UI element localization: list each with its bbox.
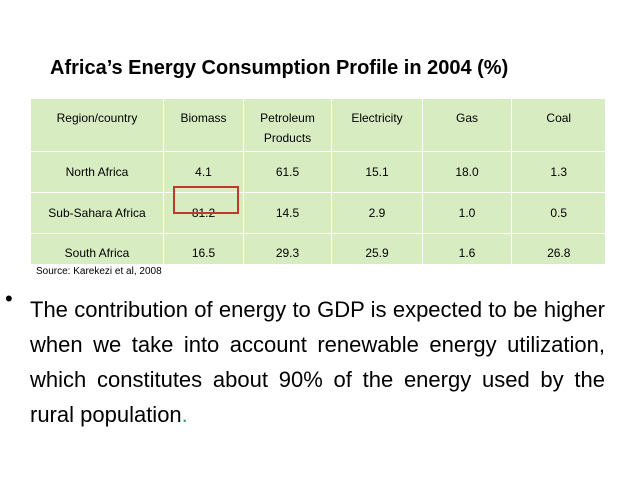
bullet-text: The contribution of energy to GDP is exp…	[30, 297, 605, 427]
header-electricity: Electricity	[331, 99, 423, 152]
cell-gas: 1.0	[422, 192, 512, 234]
cell-electricity: 2.9	[331, 192, 423, 234]
slide-title: Africa’s Energy Consumption Profile in 2…	[50, 57, 509, 79]
cell-region: South Africa	[30, 233, 164, 273]
highlight-box	[173, 186, 239, 214]
table-row: South Africa 16.5 29.3 25.9 1.6 26.8	[30, 233, 606, 273]
cell-coal: 0.5	[511, 192, 606, 234]
cell-gas: 18.0	[422, 151, 512, 193]
cell-region: Sub-Sahara Africa	[30, 192, 164, 234]
energy-table-container: Region/country Biomass Petroleum Product…	[30, 99, 606, 273]
cell-coal: 1.3	[511, 151, 606, 193]
header-petroleum: Petroleum Products	[243, 99, 332, 152]
source-note: Source: Karekezi et al, 2008	[36, 266, 162, 277]
cell-region: North Africa	[30, 151, 164, 193]
cell-petroleum: 61.5	[243, 151, 332, 193]
table-row: North Africa 4.1 61.5 15.1 18.0 1.3	[30, 151, 606, 193]
header-region: Region/country	[30, 99, 164, 152]
cell-petroleum: 14.5	[243, 192, 332, 234]
cell-electricity: 15.1	[331, 151, 423, 193]
table-row: Sub-Sahara Africa 81.2 14.5 2.9 1.0 0.5	[30, 192, 606, 234]
header-gas: Gas	[422, 99, 512, 152]
bullet-period: .	[181, 402, 188, 427]
cell-petroleum: 29.3	[243, 233, 332, 273]
header-coal: Coal	[511, 99, 606, 152]
cell-coal: 26.8	[511, 233, 606, 273]
cell-gas: 1.6	[422, 233, 512, 273]
bullet-paragraph: The contribution of energy to GDP is exp…	[30, 292, 605, 432]
bullet-marker: •	[5, 286, 13, 311]
energy-table: Region/country Biomass Petroleum Product…	[30, 99, 606, 273]
header-biomass: Biomass	[163, 99, 244, 152]
table-header-row: Region/country Biomass Petroleum Product…	[30, 99, 606, 152]
cell-biomass: 16.5	[163, 233, 244, 273]
cell-electricity: 25.9	[331, 233, 423, 273]
